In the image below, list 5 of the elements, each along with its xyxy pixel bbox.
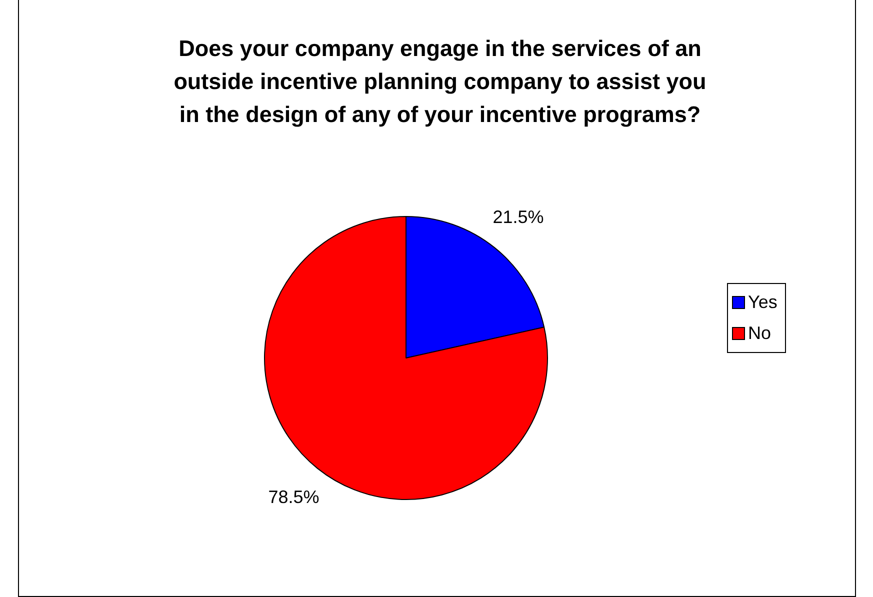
- chart-title: Does your company engage in the services of an outside incentive planning company to assist you in the design of any of your incentive programs?: [172, 35, 708, 129]
- legend-label: No: [748, 323, 772, 344]
- data-label: 21.5%: [492, 206, 544, 227]
- legend-label: Yes: [748, 292, 778, 313]
- data-label: 78.5%: [268, 487, 320, 508]
